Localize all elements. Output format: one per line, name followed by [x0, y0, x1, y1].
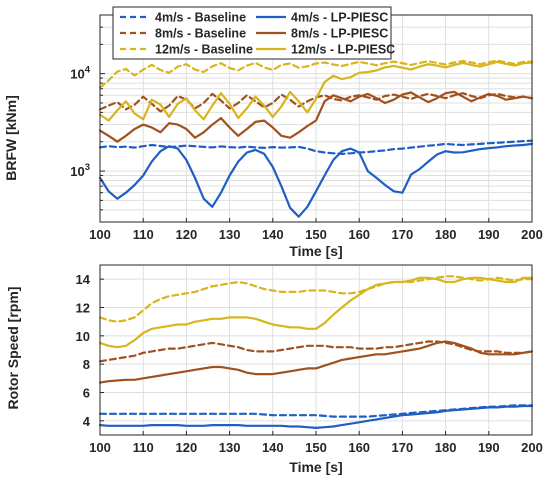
rotor-speed-series-group [98, 275, 534, 429]
rotor-speed-y-ticks: 4 6 8 10 12 14 [76, 272, 104, 429]
rotor-speed-y-axis-label: Rotor Speed [rpm] [5, 287, 21, 410]
rotor-speed-chart: 100 110 120 130 140 150 160 170 180 190 200 4 6 8 10 1… [5, 264, 543, 475]
rotor-speed-x-tick-label: 150 [305, 440, 327, 455]
brfw-x-tick-label: 100 [89, 227, 111, 242]
brfw-y-ticks: 103 104 [70, 14, 105, 223]
brfw-x-tick-label: 130 [219, 227, 241, 242]
rotor-speed-series-12m-s-lp-piesc [98, 276, 534, 349]
legend-label-4m-s-baseline: 4m/s - Baseline [155, 11, 246, 25]
brfw-x-tick-label: 170 [392, 227, 414, 242]
legend-box [112, 6, 392, 60]
brfw-x-tick-label: 180 [435, 227, 457, 242]
brfw-x-tick-label: 120 [176, 227, 198, 242]
brfw-x-tick-label: 200 [521, 227, 543, 242]
brfw-y-tick-label: 103 [70, 162, 90, 179]
brfw-x-ticks: 100 110 120 130 140 150 160 170 180 190 200 [89, 218, 543, 242]
legend-label-8m-s-lp-piesc: 8m/s - LP-PIESC [291, 27, 388, 41]
legend-label-12m-s-lp-piesc: 12m/s - LP-PIESC [291, 43, 395, 57]
rotor-speed-x-ticks: 100 110 120 130 140 150 160 170 180 190 200 [89, 431, 543, 455]
rotor-speed-y-tick-label: 10 [76, 329, 90, 344]
brfw-series-12m-s-baseline [98, 59, 534, 89]
brfw-series-8m-s-lp-piesc [98, 90, 534, 143]
legend-label-4m-s-lp-piesc: 4m/s - LP-PIESC [291, 11, 388, 25]
rotor-speed-x-tick-label: 160 [348, 440, 370, 455]
brfw-series-group [98, 59, 534, 218]
rotor-speed-x-tick-label: 120 [176, 440, 198, 455]
brfw-chart: 100 110 120 130 140 150 160 170 180 190 200 103 104… [3, 6, 543, 259]
brfw-x-tick-label: 150 [305, 227, 327, 242]
rotor-speed-series-8m-s-baseline [98, 340, 534, 363]
brfw-x-axis-label: Time [s] [289, 243, 342, 259]
rotor-speed-y-tick-label: 6 [83, 386, 90, 401]
brfw-x-tick-label: 110 [133, 227, 154, 242]
brfw-x-tick-label: 160 [348, 227, 370, 242]
rotor-speed-y-tick-label: 14 [76, 272, 91, 287]
rotor-speed-series-4m-s-lp-piesc [98, 404, 534, 429]
rotor-speed-x-axis-label: Time [s] [289, 459, 342, 475]
rotor-speed-y-tick-label: 8 [83, 357, 90, 372]
rotor-speed-y-tick-label: 12 [76, 301, 90, 316]
legend-label-8m-s-baseline: 8m/s - Baseline [155, 27, 246, 41]
rotor-speed-x-tick-label: 190 [478, 440, 500, 455]
rotor-speed-x-tick-label: 140 [262, 440, 284, 455]
legend: 4m/s - Baseline 4m/s - LP-PIESC 8m/s - Bas… [112, 6, 395, 60]
rotor-speed-series-8m-s-lp-piesc [98, 340, 534, 384]
brfw-series-12m-s-lp-piesc [98, 60, 534, 122]
rotor-speed-series-12m-s-baseline [98, 275, 534, 323]
brfw-y-axis-label: BRFW [kNm] [3, 95, 19, 181]
rotor-speed-x-tick-label: 170 [392, 440, 414, 455]
brfw-x-tick-label: 190 [478, 227, 500, 242]
rotor-speed-x-tick-label: 110 [133, 440, 154, 455]
brfw-series-4m-s-lp-piesc [98, 142, 534, 218]
brfw-y-tick-label: 104 [70, 65, 90, 82]
legend-label-12m-s-baseline: 12m/s - Baseline [155, 43, 253, 57]
rotor-speed-x-tick-label: 180 [435, 440, 457, 455]
rotor-speed-x-tick-label: 130 [219, 440, 241, 455]
rotor-speed-x-tick-label: 200 [521, 440, 543, 455]
rotor-speed-y-tick-label: 4 [83, 414, 91, 429]
rotor-speed-x-tick-label: 100 [89, 440, 111, 455]
brfw-x-tick-label: 140 [262, 227, 284, 242]
